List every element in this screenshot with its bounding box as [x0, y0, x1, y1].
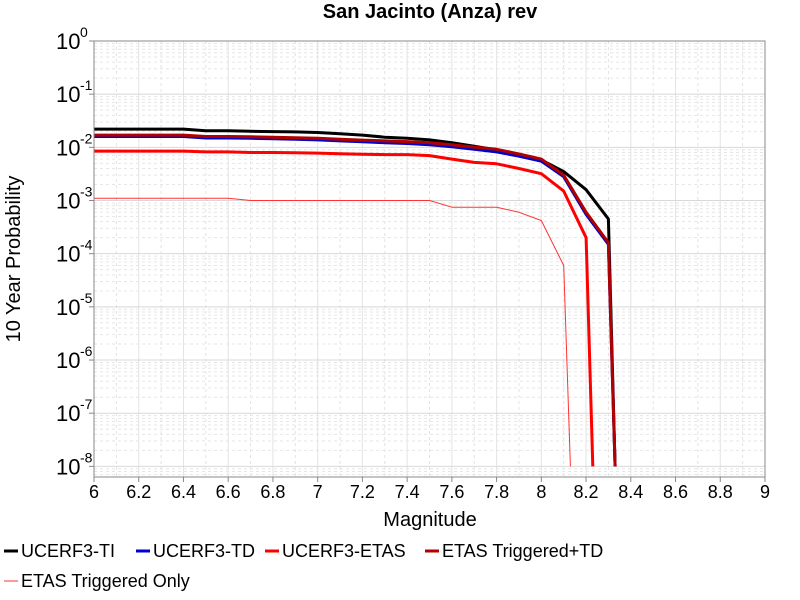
y-tick-label: 10 [56, 29, 80, 54]
plot-frame [93, 40, 766, 478]
series-line [94, 135, 617, 467]
y-tick-exponent: 0 [80, 24, 88, 40]
legend: UCERF3-TI UCERF3-TD UCERF3-ETAS ETAS Trigge… [4, 541, 603, 591]
y-tick-exponent: -1 [80, 77, 93, 93]
x-tick-label: 6 [89, 482, 99, 502]
series-layer [94, 127, 617, 467]
x-tick-label: 6.2 [126, 482, 151, 502]
legend-label: ETAS Triggered Only [21, 571, 190, 591]
y-tick-label: 10 [56, 189, 80, 214]
x-axis-label: Magnitude [383, 509, 476, 531]
x-tick-label: 7.4 [395, 482, 420, 502]
x-tick-label: 8.6 [663, 482, 688, 502]
x-tick-label: 6.4 [171, 482, 196, 502]
x-tick-label: 7.8 [484, 482, 509, 502]
legend-label: UCERF3-TI [21, 541, 115, 561]
y-tick-label: 10 [56, 82, 80, 107]
series-line [94, 133, 617, 467]
y-tick-exponent: -8 [80, 449, 93, 465]
y-tick-label: 10 [56, 348, 80, 373]
x-tick-label: 6.6 [216, 482, 241, 502]
y-axis-label: 10 Year Probability [3, 176, 25, 343]
series-line [94, 197, 571, 467]
series-line [94, 149, 595, 467]
y-tick-label: 10 [56, 242, 80, 267]
y-tick-exponent: -7 [80, 396, 93, 412]
legend-label: UCERF3-ETAS [282, 541, 406, 561]
chart-title: San Jacinto (Anza) rev [323, 1, 538, 23]
y-tick-exponent: -5 [80, 290, 93, 306]
x-tick-label: 8.8 [708, 482, 733, 502]
x-tick-label: 9 [760, 482, 770, 502]
y-tick-exponent: -6 [80, 343, 93, 359]
legend-label: ETAS Triggered+TD [442, 541, 603, 561]
x-tick-label: 7.2 [350, 482, 375, 502]
y-tick-label: 10 [56, 454, 80, 479]
y-tick-exponent: -4 [80, 237, 93, 253]
x-tick-label: 6.8 [260, 482, 285, 502]
x-tick-label: 7 [313, 482, 323, 502]
grid [94, 40, 766, 477]
x-tick-label: 8.4 [618, 482, 643, 502]
x-axis-ticks: 6 6.2 6.4 6.6 6.8 7 7.2 7.4 7.6 7.8 8 8.2 8.4 8.6 8.8 9 [89, 477, 770, 502]
x-tick-label: 7.6 [439, 482, 464, 502]
y-tick-label: 10 [56, 295, 80, 320]
x-tick-label: 8 [536, 482, 546, 502]
y-tick-exponent: -3 [80, 184, 93, 200]
y-tick-label: 10 [56, 401, 80, 426]
x-tick-label: 8.2 [574, 482, 599, 502]
y-tick-label: 10 [56, 135, 80, 160]
legend-label: UCERF3-TD [153, 541, 255, 561]
y-tick-exponent: -2 [80, 130, 93, 146]
